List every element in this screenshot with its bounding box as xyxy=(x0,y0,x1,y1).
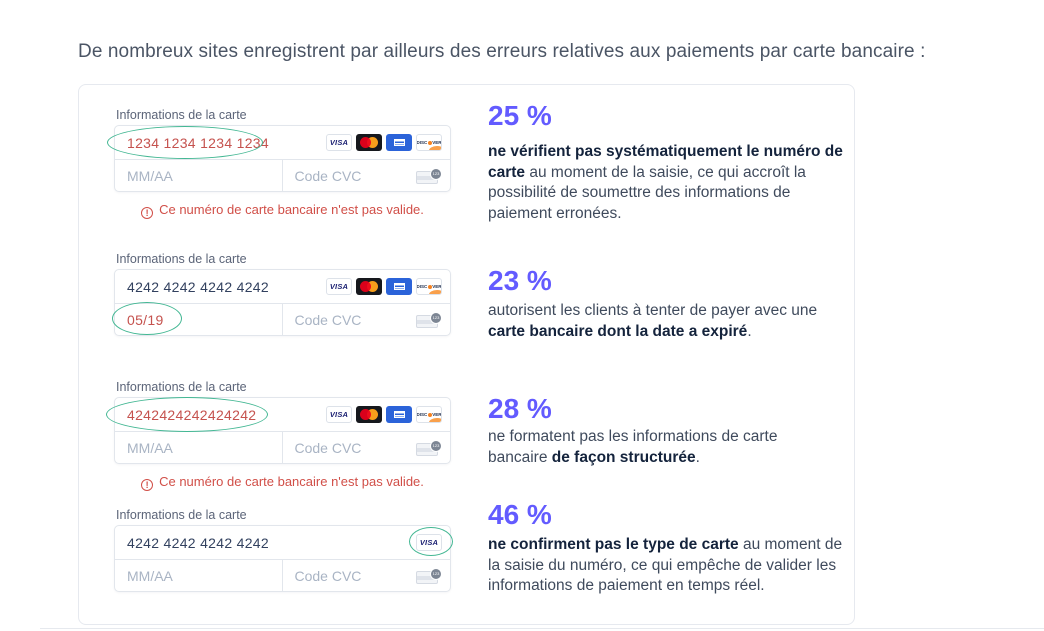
expiry-input[interactable]: MM/AA xyxy=(127,568,173,584)
discover-icon: DISC VER xyxy=(416,406,442,423)
discover-icon: DISC VER xyxy=(416,278,442,295)
amex-icon xyxy=(386,278,412,295)
payment-errors-panel: Informations de la carte 1234 1234 1234 … xyxy=(78,84,855,625)
discover-icon: DISC VER xyxy=(416,134,442,151)
cvc-card-icon: 123 xyxy=(416,311,442,329)
card-info-label: Informations de la carte xyxy=(116,108,247,122)
stat-description-2: autorisent les clients à tenter de payer… xyxy=(488,302,818,340)
alert-circle-icon xyxy=(141,479,154,491)
stat-description-4: ne confirment pas le type de carte au mo… xyxy=(488,536,843,594)
amex-icon xyxy=(386,134,412,151)
card-brand-icons: VISA DISC VER xyxy=(326,406,442,423)
card-input-box: 4242 4242 4242 4242 VISA MM/AA Code CVC … xyxy=(114,525,451,592)
visa-icon: VISA xyxy=(326,278,352,295)
mastercard-icon xyxy=(356,134,382,151)
card-info-label: Informations de la carte xyxy=(116,252,247,266)
card-number-input[interactable]: 1234 1234 1234 1234 xyxy=(127,134,269,151)
card-form-example-1: Informations de la carte 1234 1234 1234 … xyxy=(114,108,451,219)
card-info-label: Informations de la carte xyxy=(116,508,247,522)
card-form-example-3: Informations de la carte 424242424242424… xyxy=(114,380,451,491)
card-number-input[interactable]: 4242 4242 4242 4242 xyxy=(127,278,269,295)
card-brand-icons: VISA DISC VER xyxy=(326,134,442,151)
card-input-box: 4242 4242 4242 4242 VISA DISC VER 05/19 C… xyxy=(114,269,451,336)
alert-circle-icon xyxy=(141,207,154,219)
stat-percentage-2: 23 % xyxy=(488,265,552,296)
page-title: De nombreux sites enregistrent par aille… xyxy=(78,41,926,62)
amex-icon xyxy=(386,406,412,423)
cvc-card-icon: 123 xyxy=(416,167,442,185)
stat-percentage-1: 25 % xyxy=(488,100,552,131)
card-number-input[interactable]: 4242 4242 4242 4242 xyxy=(127,534,269,551)
stat-percentage-4: 46 % xyxy=(488,499,552,530)
cvc-input[interactable]: Code CVC xyxy=(294,568,362,584)
mastercard-icon xyxy=(356,278,382,295)
validation-error: Ce numéro de carte bancaire n'est pas va… xyxy=(114,202,451,219)
card-form-example-4: Informations de la carte 4242 4242 4242 … xyxy=(114,508,451,592)
card-brand-icons: VISA xyxy=(416,534,442,551)
mastercard-icon xyxy=(356,406,382,423)
visa-icon: VISA xyxy=(326,134,352,151)
cvc-input[interactable]: Code CVC xyxy=(294,168,362,184)
card-number-input[interactable]: 4242424242424242 xyxy=(127,406,257,423)
expiry-input[interactable]: MM/AA xyxy=(127,168,173,184)
stat-description-1: ne vérifient pas systématiquement le num… xyxy=(488,143,843,222)
expiry-input[interactable]: 05/19 xyxy=(127,312,164,328)
card-form-example-2: Informations de la carte 4242 4242 4242 … xyxy=(114,252,451,336)
cvc-card-icon: 123 xyxy=(416,567,442,585)
stat-percentage-3: 28 % xyxy=(488,393,552,424)
expiry-input[interactable]: MM/AA xyxy=(127,440,173,456)
validation-error: Ce numéro de carte bancaire n'est pas va… xyxy=(114,474,451,491)
card-info-label: Informations de la carte xyxy=(116,380,247,394)
cvc-input[interactable]: Code CVC xyxy=(294,312,362,328)
visa-icon: VISA xyxy=(326,406,352,423)
cvc-card-icon: 123 xyxy=(416,439,442,457)
card-brand-icons: VISA DISC VER xyxy=(326,278,442,295)
card-input-box: 1234 1234 1234 1234 VISA DISC VER MM/AA C… xyxy=(114,125,451,192)
visa-icon: VISA xyxy=(416,534,442,551)
card-input-box: 4242424242424242 VISA DISC VER MM/AA Code… xyxy=(114,397,451,464)
stat-description-3: ne formatent pas les informations de car… xyxy=(488,428,778,466)
cvc-input[interactable]: Code CVC xyxy=(294,440,362,456)
page-divider xyxy=(40,628,1044,629)
